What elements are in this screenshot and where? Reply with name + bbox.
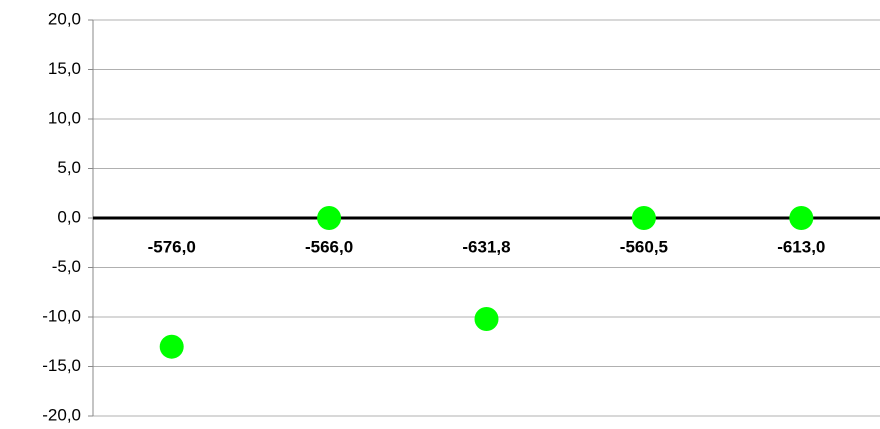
x-tick-label: -560,5 [620,237,668,256]
y-tick-label: -5,0 [52,257,81,276]
point [159,334,184,359]
y-tick-label: 5,0 [57,158,81,177]
y-tick-label: 15,0 [48,59,81,78]
point [631,206,656,230]
y-tick-label: -20,0 [42,405,81,424]
x-tick-label: -613,0 [777,237,825,256]
y-tick-label: 20,0 [48,9,81,28]
x-tick-label: -566,0 [305,237,353,256]
x-tick-label: -576,0 [148,237,196,256]
x-tick-label: -631,8 [462,237,510,256]
point [317,206,342,230]
y-tick-label: 0,0 [57,207,81,226]
y-tick-label: 10,0 [48,108,81,127]
point [789,206,814,230]
point [474,306,499,331]
y-tick-label: -15,0 [42,356,81,375]
y-tick-label: -10,0 [42,306,81,325]
